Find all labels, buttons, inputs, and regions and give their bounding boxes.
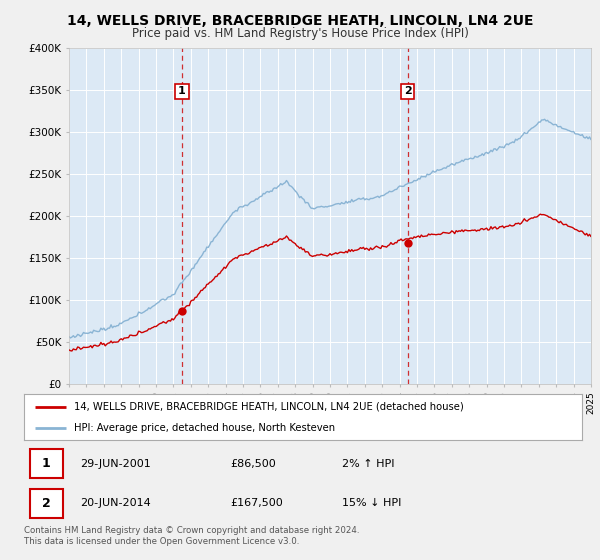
Text: 14, WELLS DRIVE, BRACEBRIDGE HEATH, LINCOLN, LN4 2UE: 14, WELLS DRIVE, BRACEBRIDGE HEATH, LINC… (67, 14, 533, 28)
Text: 2: 2 (404, 86, 412, 96)
Text: 2: 2 (42, 497, 50, 510)
Text: 29-JUN-2001: 29-JUN-2001 (80, 459, 151, 469)
Text: 20-JUN-2014: 20-JUN-2014 (80, 498, 151, 508)
FancyBboxPatch shape (29, 489, 63, 518)
FancyBboxPatch shape (29, 449, 63, 478)
Text: £86,500: £86,500 (230, 459, 276, 469)
Text: £167,500: £167,500 (230, 498, 283, 508)
Text: HPI: Average price, detached house, North Kesteven: HPI: Average price, detached house, Nort… (74, 423, 335, 433)
Text: 14, WELLS DRIVE, BRACEBRIDGE HEATH, LINCOLN, LN4 2UE (detached house): 14, WELLS DRIVE, BRACEBRIDGE HEATH, LINC… (74, 402, 464, 412)
Text: 15% ↓ HPI: 15% ↓ HPI (342, 498, 401, 508)
Text: 1: 1 (42, 457, 50, 470)
Text: 1: 1 (178, 86, 186, 96)
Text: Price paid vs. HM Land Registry's House Price Index (HPI): Price paid vs. HM Land Registry's House … (131, 27, 469, 40)
Text: Contains HM Land Registry data © Crown copyright and database right 2024.
This d: Contains HM Land Registry data © Crown c… (24, 526, 359, 546)
Text: 2% ↑ HPI: 2% ↑ HPI (342, 459, 395, 469)
